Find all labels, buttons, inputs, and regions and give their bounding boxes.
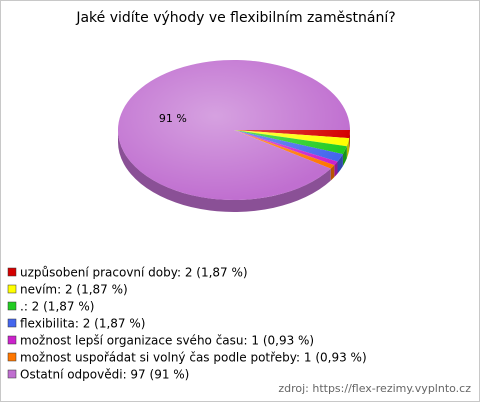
legend-label: .: 2 (1,87 %) — [20, 300, 94, 314]
legend-swatch — [7, 352, 17, 362]
chart-title: Jaké vidíte výhody ve flexibilním zaměst… — [75, 10, 395, 26]
legend-swatch — [7, 267, 17, 277]
legend-label: možnost uspořádat si volný čas podle pot… — [20, 351, 367, 365]
legend-label: Ostatní odpovědi: 97 (91 %) — [20, 368, 189, 382]
legend-swatch — [7, 369, 17, 379]
legend-label: uzpůsobení pracovní doby: 2 (1,87 %) — [20, 266, 248, 280]
slice-side — [334, 161, 338, 178]
source: zdroj: https://flex-rezimy.vyplnto.cz — [278, 382, 471, 395]
slice-side — [118, 130, 331, 213]
slice-side — [330, 165, 335, 181]
legend-swatch — [7, 335, 17, 345]
legend-swatch — [7, 301, 17, 311]
legend-label: nevím: 2 (1,87 %) — [20, 283, 128, 297]
slice-label: 91 % — [159, 112, 187, 125]
legend-label: možnost lepší organizace svého času: 1 (… — [20, 334, 314, 348]
slice-side — [342, 146, 347, 167]
legend-label: flexibilita: 2 (1,87 %) — [20, 317, 145, 331]
highlight — [118, 60, 350, 200]
slice-side — [346, 138, 350, 159]
legend-swatch — [7, 284, 17, 294]
slice-side — [337, 154, 343, 174]
legend-swatch — [7, 318, 17, 328]
slice-side — [349, 130, 350, 151]
